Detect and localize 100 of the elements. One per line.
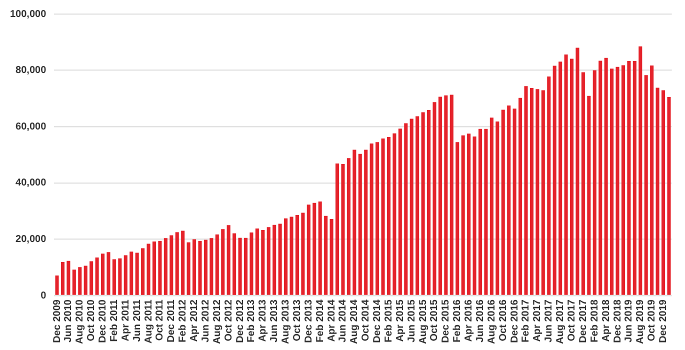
bar <box>330 218 334 295</box>
bar <box>450 94 454 295</box>
bar <box>484 128 488 295</box>
bar <box>524 86 528 295</box>
bar <box>278 224 282 295</box>
bar <box>632 61 636 295</box>
bar <box>530 88 534 295</box>
x-tick-label: Oct 2016 <box>498 299 509 342</box>
bar <box>604 58 608 295</box>
bar <box>266 227 270 295</box>
bar <box>244 238 248 295</box>
x-tick-label: Jun 2010 <box>63 299 74 342</box>
y-tick-label: 60,000 <box>16 121 47 132</box>
bar <box>255 228 259 295</box>
bar <box>570 58 574 295</box>
x-tick-label: Jun 2013 <box>269 299 280 342</box>
x-tick-label: Aug 2011 <box>143 299 154 344</box>
x-tick-label: Feb 2013 <box>246 299 258 342</box>
x-tick-label: Oct 2013 <box>292 299 303 342</box>
x-tick-label: Jun 2016 <box>474 299 486 342</box>
bar <box>170 235 174 295</box>
bar <box>616 66 620 295</box>
x-tick-label: Feb 2017 <box>520 299 532 342</box>
x-tick-label: Feb 2014 <box>314 299 326 342</box>
bar <box>426 110 431 295</box>
x-tick-label: Feb 2015 <box>383 299 394 342</box>
y-tick-label: 20,000 <box>16 234 47 245</box>
bar <box>335 163 340 295</box>
bar <box>181 230 185 295</box>
bar <box>381 138 385 295</box>
x-tick-label: Apr 2015 <box>394 299 406 342</box>
x-tick-label: Apr 2011 <box>120 299 132 342</box>
bar <box>204 240 208 295</box>
x-tick-label: Apr 2017 <box>532 299 544 342</box>
bar <box>295 215 299 295</box>
x-tick-label: Oct 2010 <box>86 299 98 342</box>
bar <box>587 96 591 295</box>
bar <box>552 66 556 295</box>
x-tick-label: Dec 2014 <box>372 299 384 343</box>
bar <box>346 158 350 295</box>
bar <box>507 106 511 295</box>
x-tick-label: Dec 2015 <box>440 299 452 343</box>
x-tick-label: Aug 2010 <box>74 299 86 344</box>
x-tick-label: Aug 2015 <box>418 299 429 344</box>
bar <box>581 72 585 295</box>
bar <box>55 276 59 295</box>
bar <box>130 252 134 295</box>
bar <box>392 133 396 295</box>
bar <box>90 261 94 295</box>
bar <box>621 65 625 295</box>
x-tick-label: Dec 2009 <box>52 299 63 343</box>
x-tick-label: Dec 2011 <box>166 299 178 342</box>
bar <box>558 62 562 295</box>
x-tick-label: Aug 2016 <box>486 299 498 344</box>
x-tick-label: Aug 2012 <box>212 299 223 344</box>
bar <box>467 134 471 295</box>
bar <box>226 225 230 295</box>
x-tick-label: Oct 2011 <box>154 299 166 341</box>
x-tick-label: Oct 2015 <box>429 299 440 342</box>
bar <box>66 260 70 295</box>
x-tick-label: Dec 2013 <box>303 299 314 343</box>
bar <box>312 202 316 295</box>
bar <box>186 242 190 295</box>
bar <box>100 254 105 295</box>
bar <box>238 238 242 295</box>
x-tick-label: Dec 2018 <box>612 299 624 343</box>
x-tick-label: Jun 2011 <box>132 299 143 342</box>
bar <box>135 252 139 295</box>
bar <box>318 202 322 295</box>
y-tick-label: 0 <box>40 290 47 302</box>
x-tick-label: Feb 2012 <box>178 299 189 342</box>
bar <box>215 234 219 295</box>
bar <box>501 110 505 295</box>
bar <box>146 244 150 295</box>
y-tick-label: 100,000 <box>10 8 47 20</box>
bar <box>667 97 671 295</box>
bar <box>456 142 460 295</box>
bar <box>438 96 442 295</box>
bar <box>301 212 305 295</box>
bar <box>164 238 168 295</box>
x-tick-label: Dec 2019 <box>658 299 670 343</box>
x-tick-label: Aug 2017 <box>555 299 566 344</box>
bar <box>518 98 522 295</box>
bar <box>376 142 380 295</box>
x-tick-label: Oct 2019 <box>646 299 658 342</box>
bar <box>661 90 666 295</box>
x-tick-label: Apr 2013 <box>258 299 269 342</box>
x-tick-label: Jun 2014 <box>338 299 349 342</box>
bar <box>410 118 414 295</box>
bar <box>598 60 602 295</box>
x-tick-label: Aug 2014 <box>349 299 360 344</box>
bar <box>284 218 288 295</box>
bar <box>564 54 568 295</box>
bar <box>416 116 420 295</box>
bar <box>261 230 265 295</box>
x-tick-label: Apr 2012 <box>189 299 200 342</box>
bar <box>404 123 408 295</box>
x-tick-label: Dec 2010 <box>98 299 109 343</box>
x-tick-label: Apr 2016 <box>464 299 475 342</box>
y-tick-label: 80,000 <box>16 65 47 76</box>
